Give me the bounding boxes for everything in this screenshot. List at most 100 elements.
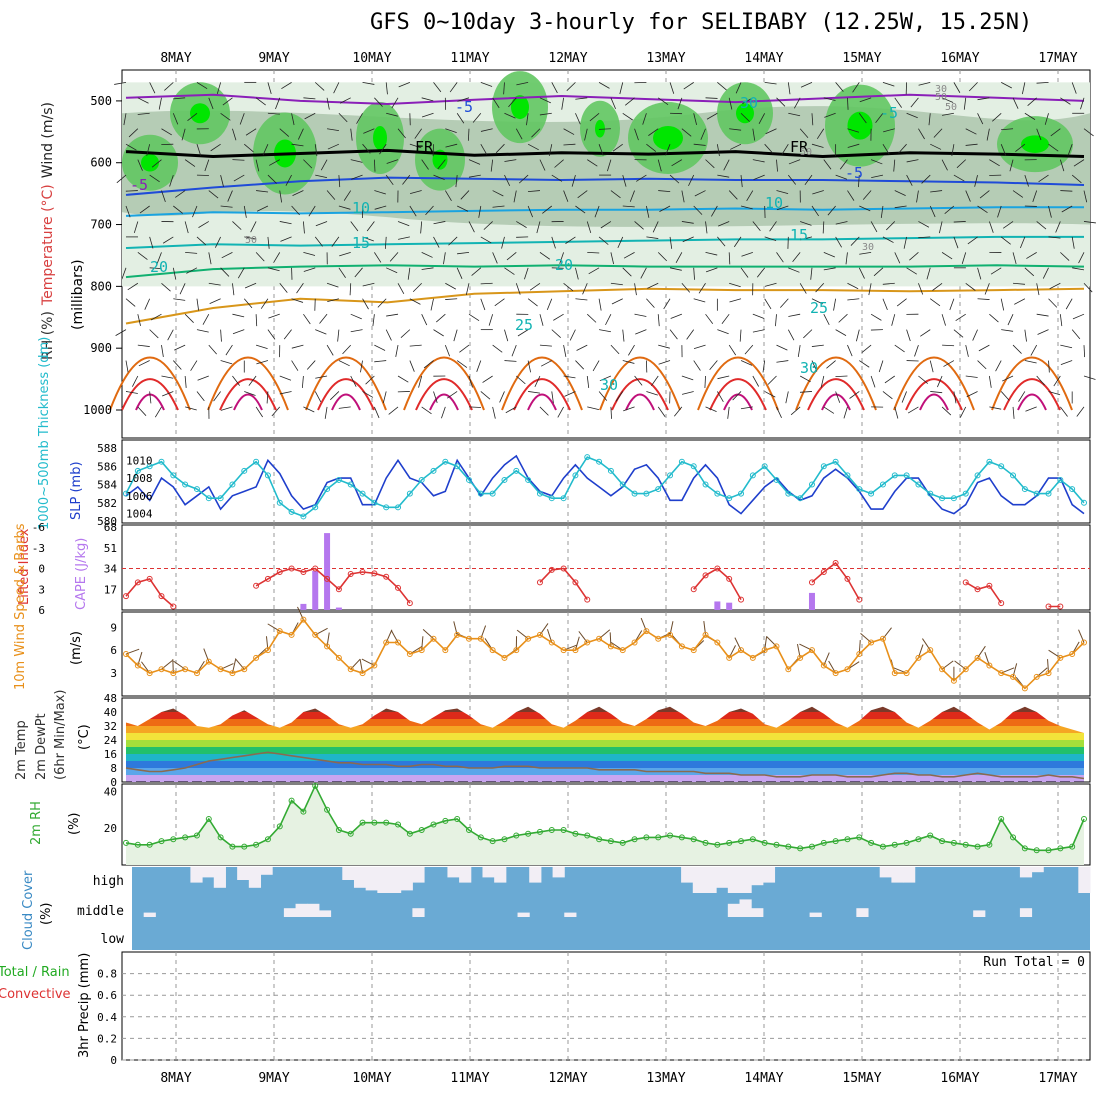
wind-barb xyxy=(615,391,624,402)
wind-barb xyxy=(858,113,867,124)
ytick-label: 800 xyxy=(90,279,112,293)
wind-barb xyxy=(125,360,129,373)
wind-barb xyxy=(677,97,683,110)
wind-barb xyxy=(546,298,553,311)
wind-barb xyxy=(891,314,896,326)
wind-line-point xyxy=(560,647,567,654)
wind-barb xyxy=(918,236,931,239)
contour-label: -5 xyxy=(130,176,148,194)
wind-barb xyxy=(504,329,509,342)
wind-barb xyxy=(220,329,222,342)
wind-barb xyxy=(1000,236,1011,245)
wind-line-point xyxy=(430,635,437,642)
rh-line-point xyxy=(1081,815,1087,822)
wind-barb xyxy=(548,144,553,157)
rh-line xyxy=(125,783,1085,852)
wind-barb xyxy=(315,174,328,178)
isotherm-cell xyxy=(991,356,1073,411)
wind-line-point xyxy=(465,635,472,642)
wind-barb xyxy=(326,282,339,288)
slp-ylabel: SLP (mb) xyxy=(69,461,84,520)
thickness-line-point xyxy=(193,486,200,493)
wind-barb xyxy=(151,159,162,168)
wind-barb xyxy=(128,128,139,138)
rh-core xyxy=(595,119,605,138)
date-label-bottom: 16MAY xyxy=(940,1071,979,1086)
wind-barb xyxy=(882,282,895,285)
wind-barb xyxy=(756,267,765,278)
wind-barb xyxy=(480,282,493,285)
wind-barb xyxy=(716,144,720,157)
wind-barb xyxy=(1021,82,1026,95)
wind-barb xyxy=(363,128,375,134)
wind-barb xyxy=(882,391,893,400)
wind-barb xyxy=(172,113,179,125)
wind-barb xyxy=(156,252,162,264)
wind-barb xyxy=(374,360,387,363)
wind-barb xyxy=(395,345,399,357)
wind-barb xyxy=(657,97,669,106)
wind-barb xyxy=(161,282,171,292)
wind-line-point xyxy=(797,654,804,661)
wind-barb xyxy=(657,252,667,262)
wind-barb xyxy=(488,314,494,326)
rh-line-point xyxy=(465,827,472,834)
isotherm-FR xyxy=(125,148,1085,159)
wind-barb xyxy=(338,360,350,367)
wind-barb xyxy=(717,391,724,403)
wind-line-point xyxy=(241,666,248,673)
wind-barb xyxy=(746,190,754,202)
wind-barb xyxy=(764,282,777,287)
cloud-high xyxy=(377,867,390,893)
contour-label: 30 xyxy=(600,376,618,394)
wind-barb xyxy=(882,143,890,155)
rh-line-point xyxy=(797,845,804,852)
thickness-line-point xyxy=(536,490,543,497)
wind-barb xyxy=(792,252,801,262)
wind-barb xyxy=(480,128,493,132)
wind-barb xyxy=(503,82,505,95)
date-label-top: 10MAY xyxy=(352,51,391,66)
wind-barb xyxy=(753,174,765,180)
wind-barb xyxy=(966,391,978,398)
cloud-high xyxy=(482,867,495,878)
wind-barb xyxy=(255,344,268,349)
cloud-mid xyxy=(739,899,752,917)
cloud-high xyxy=(751,867,764,886)
wind-barb xyxy=(164,82,174,91)
wind-line-point xyxy=(395,639,402,646)
wind-barb xyxy=(871,174,884,178)
wind-barb xyxy=(587,251,600,254)
wind-barb xyxy=(329,391,340,401)
wind-barb xyxy=(566,82,576,91)
cloud-high xyxy=(447,867,460,878)
wind-barb xyxy=(360,360,363,373)
wind-barb xyxy=(504,267,515,275)
contour-label: -5 xyxy=(455,98,473,116)
wind-line-point xyxy=(454,631,461,638)
wind-barb xyxy=(137,112,150,115)
wind-barb xyxy=(386,112,398,117)
cloud-mid xyxy=(727,903,741,917)
wind-barb xyxy=(646,205,650,218)
li-line-point xyxy=(288,565,295,572)
wind-barb xyxy=(681,283,691,293)
wind-barb xyxy=(648,128,659,136)
rh-line-point xyxy=(986,841,993,848)
wind-barb xyxy=(208,344,217,355)
wind-barb xyxy=(326,190,336,200)
wind-barb xyxy=(598,391,608,401)
wind-barb xyxy=(1037,329,1049,335)
wind-line-point xyxy=(785,666,792,673)
thickness-line-point xyxy=(1081,499,1087,506)
wind-barb xyxy=(271,406,281,417)
wind-barb xyxy=(202,313,210,325)
wind-barb xyxy=(571,174,576,187)
wind-barb xyxy=(932,282,943,291)
rh-line-point xyxy=(619,839,626,846)
wind-barb xyxy=(382,391,387,404)
wind-barb xyxy=(225,344,233,356)
ylabel-part: Wind (m/s) xyxy=(40,102,56,178)
wind-barb xyxy=(418,375,423,388)
isotherm-25 xyxy=(125,287,1085,325)
